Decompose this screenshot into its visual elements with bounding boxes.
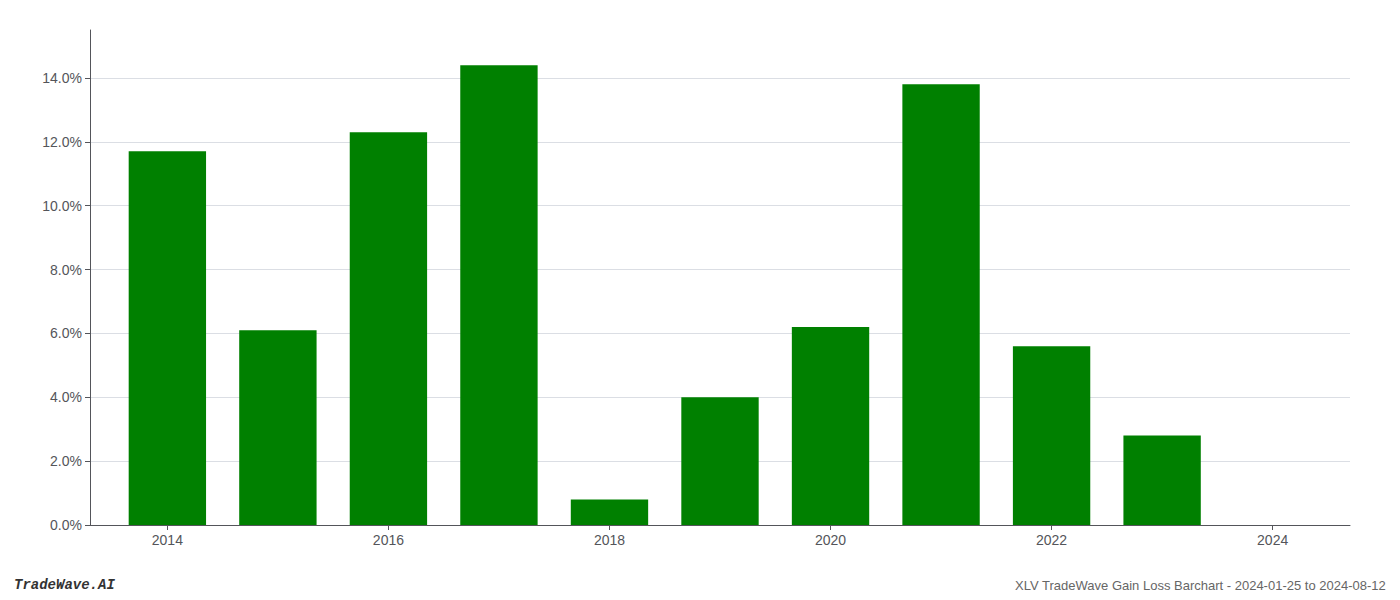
svg-text:0.0%: 0.0% xyxy=(50,517,82,533)
svg-text:2014: 2014 xyxy=(152,532,183,548)
svg-text:XLV TradeWave Gain Loss Barcha: XLV TradeWave Gain Loss Barchart - 2024-… xyxy=(1015,578,1386,593)
svg-text:8.0%: 8.0% xyxy=(50,262,82,278)
svg-text:2022: 2022 xyxy=(1036,532,1067,548)
svg-text:14.0%: 14.0% xyxy=(42,70,82,86)
svg-text:TradeWave.AI: TradeWave.AI xyxy=(14,577,115,593)
svg-text:2.0%: 2.0% xyxy=(50,453,82,469)
svg-text:2018: 2018 xyxy=(594,532,625,548)
svg-text:4.0%: 4.0% xyxy=(50,389,82,405)
svg-text:2020: 2020 xyxy=(815,532,846,548)
svg-text:6.0%: 6.0% xyxy=(50,325,82,341)
svg-text:2016: 2016 xyxy=(373,532,404,548)
svg-text:2024: 2024 xyxy=(1257,532,1288,548)
svg-text:12.0%: 12.0% xyxy=(42,134,82,150)
svg-text:10.0%: 10.0% xyxy=(42,198,82,214)
